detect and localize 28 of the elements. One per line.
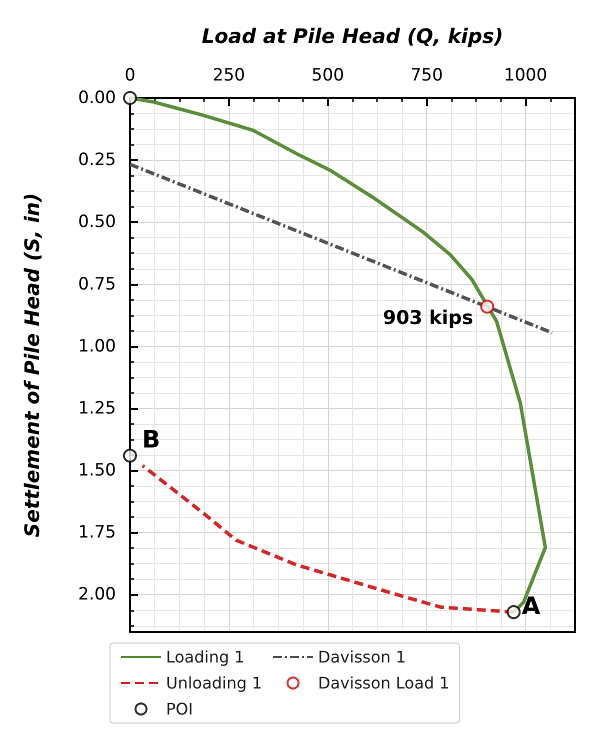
legend-label: Loading 1 [166,648,244,666]
x-axis-title: Load at Pile Head (Q, kips) [202,24,504,48]
x-tick-label: 250 [212,66,246,86]
y-tick-label: 0.50 [78,212,116,232]
y-tick-label: 0.75 [78,274,116,294]
y-tick-label: 1.75 [78,522,116,543]
legend-label: Davisson 1 [318,648,406,666]
x-tick-label: 1000 [504,66,548,86]
legend-label: Unloading 1 [166,674,262,692]
point [506,605,521,620]
y-tick-label: 1.50 [78,460,116,481]
point [480,300,494,314]
annotation: B [142,426,160,454]
y-tick-label: 0.25 [78,150,116,170]
x-tick-label: 0 [124,66,136,86]
y-axis-title: Settlement of Pile Head (S, in) [20,192,44,538]
y-tick-label: 1.00 [78,336,116,356]
legend-label: Davisson Load 1 [318,674,450,692]
x-tick-label: 500 [312,66,344,86]
x-tick-label: 750 [410,66,443,86]
legend-label: POI [166,700,193,718]
y-tick-label: 1.25 [78,398,116,418]
annotation: 903 kips [382,307,474,330]
point [123,448,137,463]
annotation: A [522,592,541,620]
y-tick-label: 0.00 [78,88,116,108]
y-tick-label: 2.00 [78,584,116,605]
point [123,91,137,105]
